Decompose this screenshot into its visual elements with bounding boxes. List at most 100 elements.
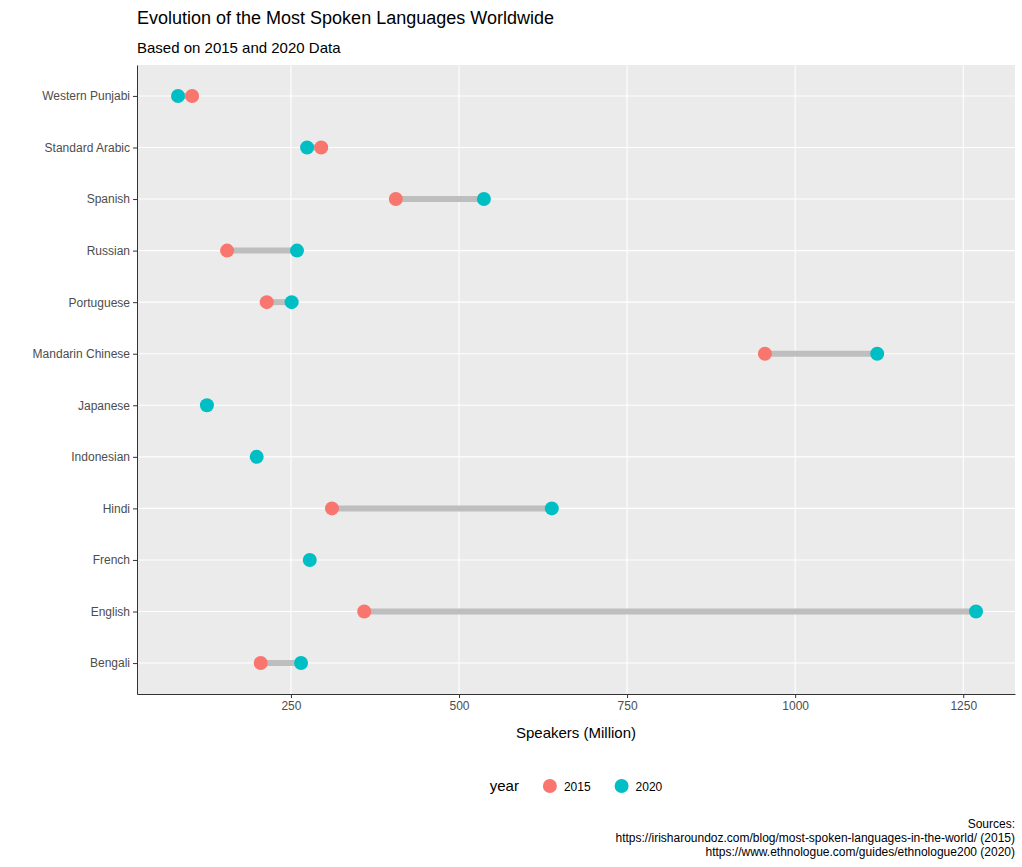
point: [477, 192, 491, 206]
tick: Spanish: [87, 192, 137, 206]
grid-line: [963, 65, 964, 694]
grid-line: [137, 250, 1015, 251]
tick-label: 1250: [950, 699, 977, 713]
tick-label: English: [91, 605, 130, 619]
x-axis: 250 500 750 1000 1250: [138, 694, 1016, 713]
grid-line: [137, 559, 1015, 560]
segment: [227, 248, 297, 254]
point: [545, 501, 559, 515]
point: [314, 140, 328, 154]
axis-line: [137, 66, 138, 695]
tick: Portuguese: [69, 296, 137, 310]
point: [969, 605, 983, 619]
legend-marker: [543, 779, 557, 793]
segment: [364, 609, 976, 615]
segment: [765, 351, 877, 357]
tick-label: Russian: [87, 244, 130, 258]
tick-mark: [133, 405, 137, 406]
tick-mark: [133, 457, 137, 458]
caption: Sources:: [968, 817, 1015, 831]
grid-line: [795, 65, 796, 694]
tick-mark: [795, 694, 796, 698]
grid-line: [137, 147, 1015, 148]
subtitle: Based on 2015 and 2020 Data: [137, 39, 341, 56]
point: [870, 347, 884, 361]
legend: year20152020: [490, 777, 663, 794]
tick-label: Indonesian: [71, 450, 130, 464]
caption: https://irisharoundoz.com/blog/most-spok…: [615, 831, 1015, 845]
marks: [171, 89, 983, 670]
point: [290, 244, 304, 258]
tick-mark: [133, 354, 137, 355]
grid-line: [137, 611, 1015, 612]
tick-label: Spanish: [87, 192, 130, 206]
tick-label: Mandarin Chinese: [33, 347, 131, 361]
axis-title: Speakers (Million): [516, 724, 636, 741]
tick: Standard Arabic: [45, 141, 137, 155]
grid: [137, 65, 1015, 694]
tick-label: French: [93, 553, 130, 567]
grid-line: [137, 198, 1015, 199]
tick-label: 250: [281, 699, 301, 713]
tick: 1250: [950, 694, 977, 713]
point: [285, 295, 299, 309]
legend-label: 2015: [564, 780, 591, 794]
grid-line: [137, 508, 1015, 509]
tick: 1000: [782, 694, 809, 713]
tick: English: [91, 605, 137, 619]
tick-label: Standard Arabic: [45, 141, 130, 155]
point: [220, 244, 234, 258]
plot-background: [137, 65, 1015, 694]
point: [200, 398, 214, 412]
tick: 250: [281, 694, 301, 713]
point: [357, 605, 371, 619]
tick-label: 750: [618, 699, 638, 713]
tick-mark: [133, 612, 137, 613]
tick-mark: [963, 694, 964, 698]
tick-label: 1000: [782, 699, 809, 713]
grid-line: [137, 95, 1015, 96]
tick-mark: [459, 694, 460, 698]
point: [250, 450, 264, 464]
tick-label: Bengali: [90, 656, 130, 670]
tick-mark: [133, 96, 137, 97]
tick: Mandarin Chinese: [33, 347, 137, 361]
point: [303, 553, 317, 567]
tick-mark: [133, 199, 137, 200]
tick-label: Western Punjabi: [42, 89, 130, 103]
tick-mark: [291, 694, 292, 698]
tick-label: Portuguese: [69, 296, 131, 310]
legend-title: year: [490, 777, 519, 794]
point: [758, 347, 772, 361]
point: [389, 192, 403, 206]
grid-line: [627, 65, 628, 694]
point: [325, 501, 339, 515]
caption: https://www.ethnologue.com/guides/ethnol…: [705, 845, 1015, 859]
grid-line: [290, 65, 291, 694]
point: [294, 656, 308, 670]
tick: 750: [618, 694, 638, 713]
tick: Bengali: [90, 656, 137, 670]
tick: Japanese: [78, 399, 137, 413]
tick-label: Hindi: [103, 502, 130, 516]
tick-mark: [133, 508, 137, 509]
tick: Hindi: [103, 502, 137, 516]
tick: 500: [450, 694, 470, 713]
point: [171, 89, 185, 103]
chart: 250 500 750 1000 1250 Western Punjabi Standard…: [0, 0, 1022, 867]
tick: Indonesian: [71, 450, 137, 464]
tick: Western Punjabi: [42, 89, 137, 103]
legend-marker: [615, 779, 629, 793]
tick-mark: [627, 694, 628, 698]
point: [254, 656, 268, 670]
point: [260, 295, 274, 309]
segment: [396, 196, 484, 202]
grid-line: [137, 456, 1015, 457]
tick: Russian: [87, 244, 137, 258]
point: [185, 89, 199, 103]
y-axis: Western Punjabi Standard Arabic Spanish Rus…: [33, 66, 138, 695]
grid-line: [137, 663, 1015, 664]
grid-line: [458, 65, 459, 694]
tick-label: Japanese: [78, 399, 130, 413]
tick-mark: [133, 302, 137, 303]
